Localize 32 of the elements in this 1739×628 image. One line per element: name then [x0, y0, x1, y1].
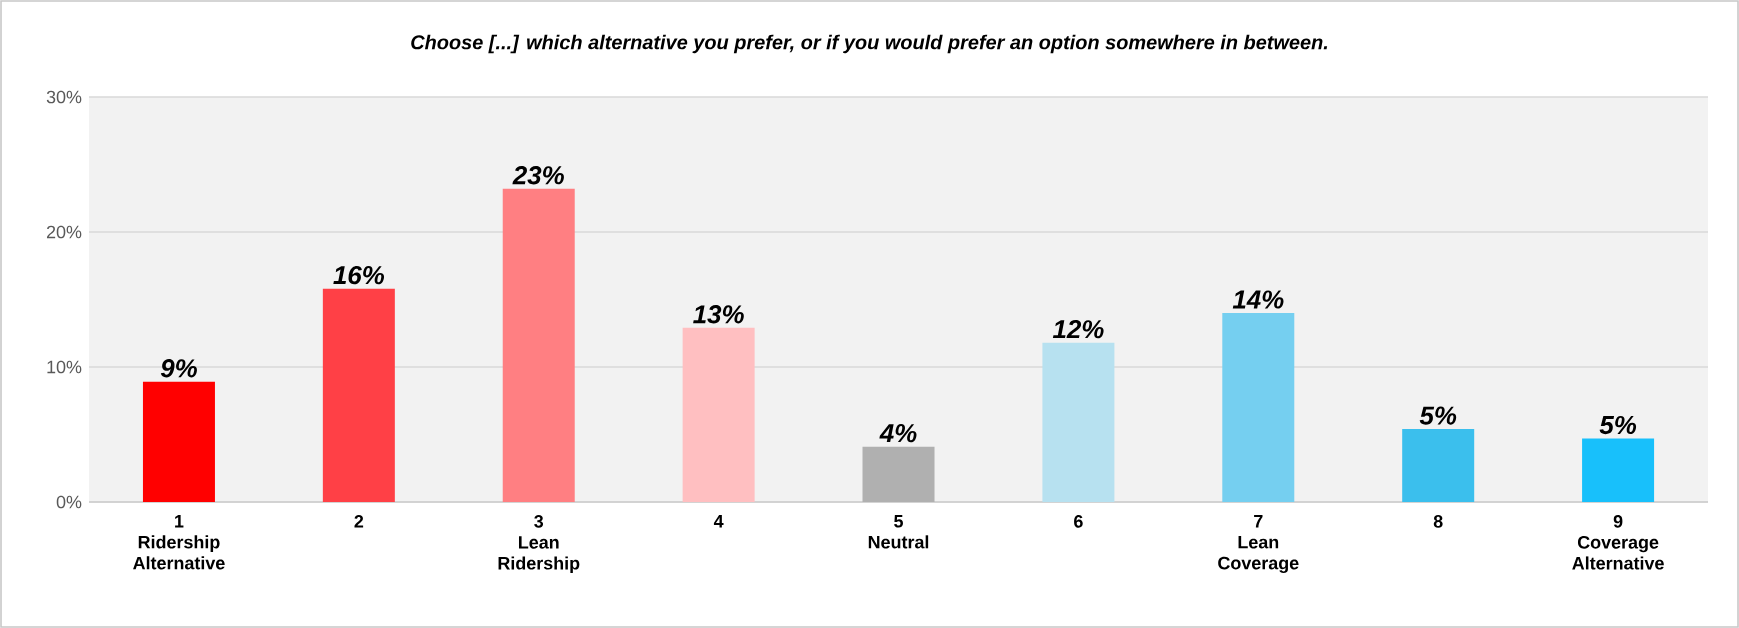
bar: [682, 327, 755, 502]
y-tick-label: 30%: [46, 90, 82, 104]
bar: [1042, 342, 1115, 502]
data-label: 23%: [512, 166, 564, 185]
x-tick-label: 8: [1433, 515, 1443, 528]
data-label: 12%: [1052, 320, 1104, 339]
data-label: 13%: [693, 305, 744, 324]
chart-title: Choose [...] which alternative you prefer, or if you would prefer an option somewhere in between.: [411, 34, 1328, 54]
data-label: 5%: [1419, 406, 1457, 425]
y-tick-label: 20%: [46, 225, 82, 239]
x-tick-label: 6: [1074, 515, 1083, 528]
data-label: 16%: [333, 265, 385, 285]
bar: [322, 288, 395, 502]
bar: [1222, 313, 1295, 502]
y-tick-label: 0%: [56, 495, 82, 509]
data-label: 4%: [879, 424, 917, 443]
bar: [1402, 429, 1475, 502]
bar: [1582, 438, 1655, 502]
x-tick-label: 5 Neutral: [868, 515, 929, 549]
x-tick-label: 4: [713, 515, 724, 528]
y-tick-label: 10%: [47, 360, 82, 374]
bar: [142, 381, 215, 502]
bar: [502, 188, 575, 502]
x-tick-label: 9 Coverage Alternative: [1572, 515, 1664, 570]
data-label: 14%: [1232, 290, 1284, 309]
bar: [862, 446, 935, 502]
x-tick-label: 7 Lean Coverage: [1218, 515, 1299, 574]
x-tick-label: 1 Ridership Alternative: [133, 515, 225, 570]
x-tick-label: 2: [354, 515, 364, 528]
data-label: 9%: [160, 359, 197, 378]
data-label: 5%: [1599, 415, 1637, 435]
x-tick-label: 3 Lean Ridership: [498, 515, 580, 574]
